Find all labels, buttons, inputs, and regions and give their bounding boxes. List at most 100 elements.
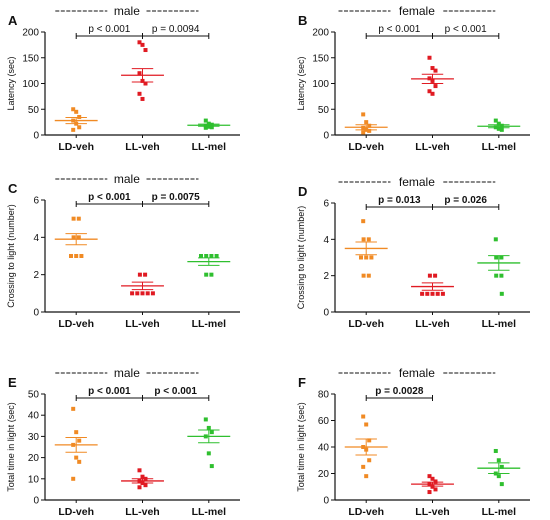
data-point: [427, 89, 432, 94]
data-point: [140, 96, 145, 101]
y-tick-label: 6: [323, 199, 329, 210]
significance-bracket: p < 0.001: [432, 24, 500, 39]
panel-label: B: [298, 13, 307, 28]
panel-label: A: [8, 13, 18, 28]
series-LL-mel: [477, 237, 521, 296]
p-value-label: p < 0.001: [88, 24, 130, 35]
data-point: [209, 430, 214, 435]
data-point: [499, 273, 504, 278]
data-point: [430, 476, 435, 481]
data-point: [71, 216, 76, 221]
data-point: [361, 130, 366, 135]
data-point: [369, 255, 374, 260]
data-point: [496, 121, 501, 126]
y-tick-label: 150: [312, 53, 329, 64]
data-point: [361, 219, 366, 224]
y-tick-label: 0: [323, 308, 329, 319]
significance-bracket: p < 0.001: [365, 24, 433, 39]
y-tick-label: 4: [323, 235, 329, 246]
panel-label: D: [298, 184, 307, 199]
series-LL-mel: [477, 448, 521, 487]
series-LD-veh: [344, 112, 388, 135]
y-tick-label: 100: [312, 79, 329, 90]
data-point: [209, 254, 214, 258]
data-point: [499, 291, 504, 296]
y-axis-label: Total time in light (sec): [6, 402, 16, 492]
significance-bracket: p = 0.0075: [142, 192, 210, 207]
data-point: [430, 66, 435, 71]
x-tick-label: LL-veh: [125, 506, 159, 518]
data-point: [367, 123, 372, 128]
series-LD-veh: [54, 406, 98, 481]
data-point: [71, 235, 76, 240]
data-point: [427, 55, 432, 60]
data-point: [137, 468, 142, 473]
series-LL-veh: [121, 468, 164, 490]
data-point: [427, 273, 432, 278]
data-point: [366, 273, 371, 278]
p-value-label: p < 0.001: [378, 24, 420, 35]
data-point: [493, 125, 498, 130]
data-point: [71, 476, 76, 481]
panel-label: E: [8, 375, 17, 390]
y-tick-label: 0: [33, 496, 39, 507]
data-point: [494, 273, 499, 278]
y-tick-label: 80: [318, 390, 330, 401]
data-point: [493, 118, 498, 123]
x-tick-label: LD-veh: [58, 141, 94, 153]
significance-bracket: p = 0.026: [432, 195, 500, 210]
x-tick-label: LL-veh: [415, 318, 449, 330]
p-value-label: p = 0.026: [444, 195, 487, 206]
x-tick-label: LD-veh: [348, 141, 384, 153]
data-point: [367, 458, 372, 463]
data-point: [364, 255, 369, 260]
data-point: [203, 125, 208, 130]
p-value-label: p = 0.0028: [375, 386, 424, 397]
y-tick-label: 50: [28, 105, 40, 116]
data-point: [143, 81, 148, 86]
data-point: [499, 255, 504, 260]
x-tick-label: LD-veh: [58, 506, 94, 518]
data-point: [499, 464, 504, 469]
y-tick-label: 20: [28, 453, 40, 464]
data-point: [203, 417, 208, 422]
y-tick-label: 20: [318, 469, 330, 480]
data-point: [499, 127, 504, 132]
significance-bracket: p < 0.001: [75, 24, 143, 39]
data-point: [493, 448, 498, 453]
data-point: [361, 464, 366, 469]
x-tick-label: LL-mel: [482, 318, 517, 330]
panel-label: C: [8, 181, 18, 196]
y-axis-label: Crossing to light (number): [296, 206, 306, 310]
data-point: [430, 91, 435, 96]
data-point: [364, 474, 369, 479]
x-tick-label: LL-mel: [192, 506, 227, 518]
series-LL-veh: [411, 474, 454, 495]
p-value-label: p = 0.013: [378, 195, 421, 206]
p-value-label: p < 0.001: [88, 192, 131, 203]
data-point: [74, 455, 79, 460]
data-point: [209, 125, 214, 130]
data-point: [206, 121, 211, 126]
data-point: [361, 112, 366, 117]
x-tick-label: LL-mel: [482, 141, 517, 153]
data-point: [137, 40, 142, 45]
series-LL-mel: [187, 417, 231, 469]
series-LL-veh: [121, 40, 164, 101]
significance-bracket: p < 0.001: [75, 386, 143, 401]
data-point: [77, 459, 82, 464]
y-tick-label: 2: [33, 270, 39, 281]
x-tick-label: LL-veh: [415, 506, 449, 518]
data-point: [433, 68, 438, 73]
data-point: [150, 291, 155, 296]
p-value-label: p = 0.0075: [152, 192, 201, 203]
x-tick-label: LL-veh: [125, 141, 159, 153]
series-LL-mel: [187, 254, 231, 277]
series-LL-mel: [187, 118, 231, 130]
data-point: [427, 490, 432, 495]
